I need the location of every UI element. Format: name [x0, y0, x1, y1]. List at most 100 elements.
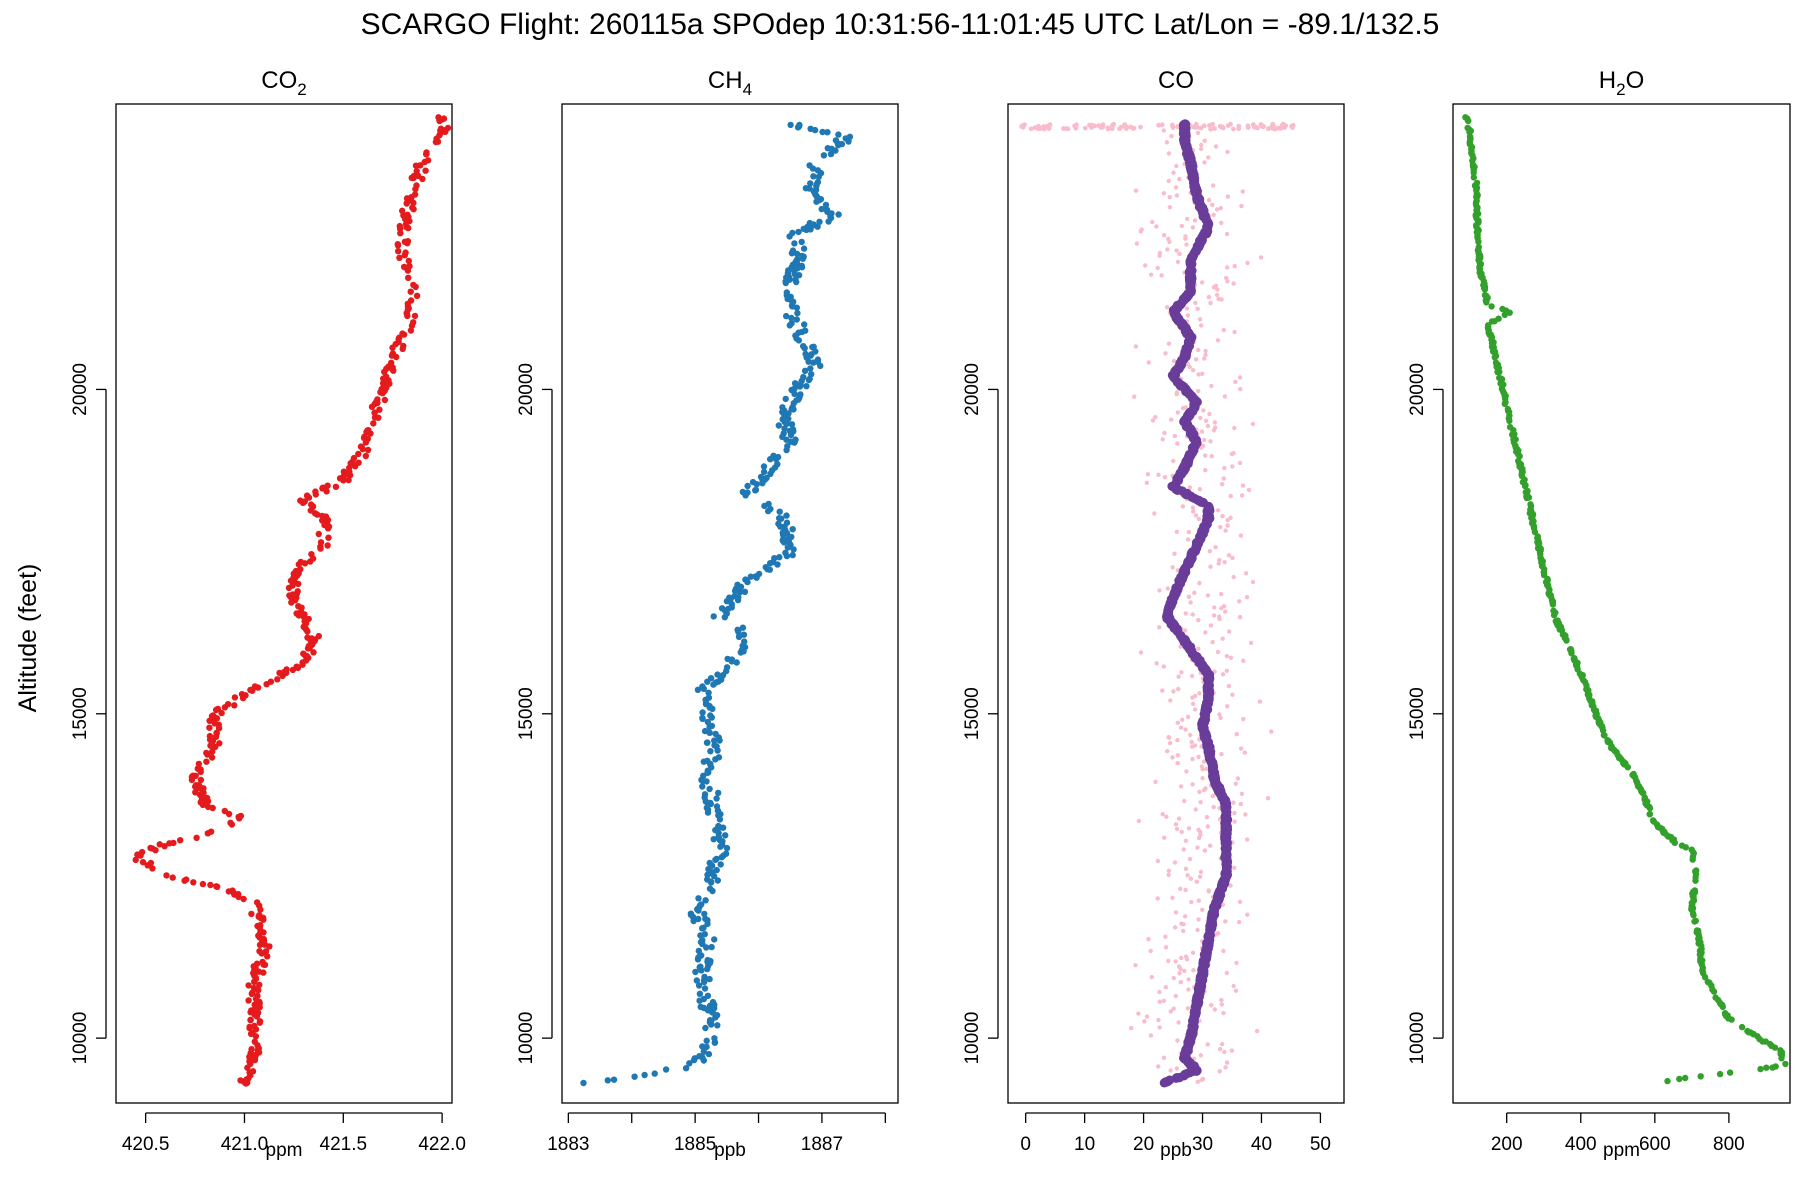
data-point: [1202, 160, 1207, 165]
data-point: [1678, 842, 1686, 849]
data-point: [253, 899, 261, 906]
data-point: [781, 425, 788, 432]
data-point: [1203, 418, 1209, 423]
plot-frame: [115, 103, 453, 1104]
data-point: [755, 570, 763, 578]
data-point: [1738, 1023, 1746, 1031]
data-point: [1243, 812, 1248, 817]
data-point: [1174, 826, 1180, 832]
data-point: [822, 201, 830, 209]
data-point: [706, 785, 713, 793]
data-point: [1224, 668, 1230, 673]
data-point: [199, 880, 207, 888]
data-point: [1230, 692, 1235, 697]
data-point: [801, 367, 809, 374]
data-point: [1181, 847, 1186, 852]
data-point: [1208, 623, 1214, 628]
data-point: [161, 843, 168, 850]
data-point: [846, 133, 854, 140]
data-point: [1219, 591, 1224, 597]
data-point: [699, 783, 706, 790]
data-point: [1172, 860, 1178, 865]
data-point: [264, 953, 271, 960]
data-point: [1032, 125, 1038, 130]
data-point: [1197, 317, 1203, 322]
data-point: [1224, 970, 1230, 976]
data-point: [1161, 1055, 1167, 1061]
data-point: [789, 247, 797, 254]
data-point: [1216, 296, 1221, 302]
data-point: [783, 289, 790, 296]
data-point: [197, 776, 205, 784]
data-point: [1185, 873, 1190, 878]
data-point: [783, 519, 791, 526]
data-point: [350, 454, 358, 462]
data-point: [742, 576, 749, 583]
data-point: [780, 430, 787, 437]
data-point: [704, 956, 711, 964]
data-point: [610, 1076, 618, 1083]
figure-title: SCARGO Flight: 260115a SPOdep 10:31:56-1…: [361, 8, 1440, 41]
data-point: [1148, 948, 1153, 954]
data-point: [1176, 686, 1181, 692]
data-point: [1233, 379, 1238, 384]
data-point: [1212, 126, 1217, 131]
data-point: [1162, 475, 1168, 480]
data-point: [1206, 888, 1211, 893]
data-point: [1166, 151, 1172, 156]
data-point: [763, 474, 770, 482]
data-point: [1170, 895, 1175, 900]
data-point: [788, 421, 796, 428]
data-point: [256, 948, 263, 955]
data-point: [800, 245, 808, 252]
data-point: [195, 760, 203, 768]
y-tick-label: 10000: [516, 1012, 537, 1065]
data-point: [706, 975, 713, 983]
data-point: [1206, 294, 1212, 300]
data-point: [699, 937, 706, 944]
data-point: [310, 649, 317, 656]
data-point: [1092, 123, 1097, 129]
data-point: [1138, 124, 1143, 130]
x-tick-label: 20: [1133, 1134, 1154, 1155]
data-point: [203, 758, 210, 765]
data-point: [1185, 537, 1191, 542]
data-point: [796, 121, 803, 129]
data-point: [731, 593, 738, 600]
data-point: [700, 924, 707, 931]
data-point: [149, 865, 156, 872]
data-point: [714, 877, 721, 884]
data-point: [1196, 754, 1201, 760]
data-point: [1155, 858, 1161, 864]
data-point: [1164, 814, 1169, 819]
data-point: [1175, 720, 1181, 725]
data-point: [1150, 219, 1155, 225]
data-point: [283, 666, 290, 673]
data-point: [1225, 265, 1230, 270]
data-point: [315, 530, 322, 538]
data-point: [1226, 553, 1232, 558]
data-point: [1229, 1048, 1235, 1053]
data-point: [422, 167, 429, 174]
data-point: [1183, 866, 1189, 871]
data-point: [708, 722, 716, 730]
data-point: [1061, 126, 1066, 131]
data-point: [741, 638, 748, 645]
data-point: [1470, 174, 1478, 181]
data-point: [1236, 126, 1242, 132]
data-point: [1194, 879, 1200, 884]
data-point: [787, 121, 794, 129]
data-point: [1173, 185, 1179, 190]
data-point: [1213, 545, 1218, 550]
data-point: [1506, 423, 1514, 431]
data-point: [1186, 826, 1192, 831]
data-point: [411, 191, 419, 198]
data-point: [1237, 375, 1243, 380]
data-point: [1133, 188, 1139, 193]
data-point: [1515, 457, 1522, 465]
data-point: [1199, 142, 1204, 148]
data-point: [1144, 480, 1150, 485]
data-point: [704, 718, 711, 726]
data-point: [1181, 928, 1186, 934]
data-point: [1196, 347, 1201, 353]
